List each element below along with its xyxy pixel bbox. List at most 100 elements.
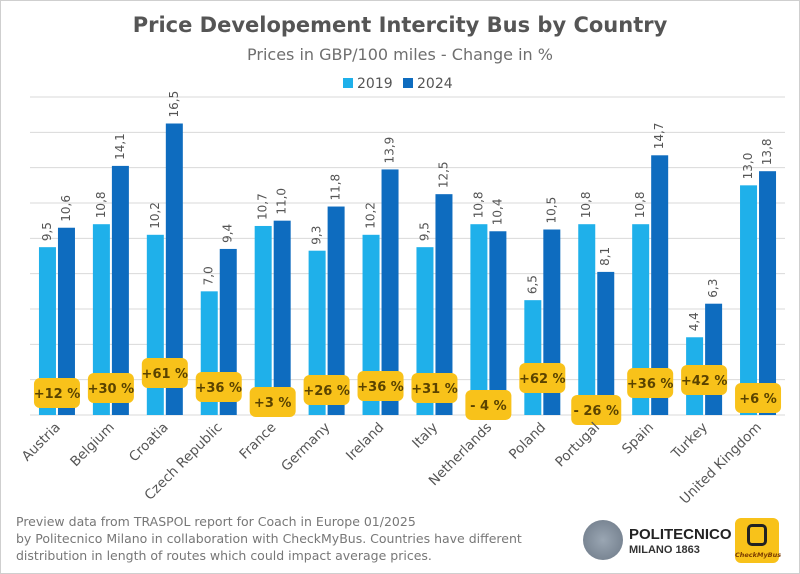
- data-label-2019: 9,5: [417, 222, 431, 241]
- change-badge-label: +42 %: [681, 374, 728, 389]
- x-tick-label: Germany: [278, 420, 333, 475]
- checkmybus-logo: CheckMyBus: [735, 518, 782, 563]
- change-badge-label: +36 %: [627, 377, 674, 392]
- bar-2024: [759, 171, 777, 415]
- change-badge-label: +6 %: [739, 392, 777, 407]
- change-badge-label: +12 %: [34, 387, 81, 402]
- politecnico-logo: POLITECNICO MILANO 1863: [583, 520, 732, 564]
- change-badge: [465, 390, 512, 420]
- data-label-2019: 4,4: [687, 312, 701, 331]
- bar-2024: [273, 220, 291, 415]
- data-label-2019: 7,0: [202, 266, 216, 285]
- change-badge: [357, 371, 404, 401]
- x-tick-label: France: [236, 420, 279, 463]
- change-badge-label: +62 %: [519, 372, 566, 387]
- bar-2024: [57, 227, 75, 415]
- change-badge-label: - 4 %: [470, 399, 507, 414]
- data-label-2019: 13,0: [741, 153, 755, 180]
- data-label-2019: 10,7: [256, 193, 270, 220]
- data-label-2024: 10,6: [59, 195, 73, 222]
- change-badge-label: +26 %: [303, 384, 350, 399]
- change-badge: [735, 383, 782, 413]
- data-label-2024: 14,1: [113, 133, 127, 160]
- data-label-2019: 9,3: [310, 226, 324, 245]
- data-label-2019: 10,8: [94, 191, 108, 218]
- data-label-2019: 10,8: [471, 191, 485, 218]
- x-tick-label: Spain: [619, 420, 657, 458]
- bar-2019: [578, 224, 596, 415]
- data-label-2024: 12,5: [436, 161, 450, 188]
- change-badge-label: +30 %: [88, 382, 135, 397]
- bar-2019: [254, 225, 272, 415]
- change-badge-label: +31 %: [411, 382, 458, 397]
- legend-label-2024: 2024: [417, 76, 453, 92]
- footer-line: Preview data from TRASPOL report for Coa…: [16, 514, 416, 529]
- bar-2024: [705, 303, 723, 415]
- change-badge: [87, 373, 134, 403]
- data-label-2024: 11,8: [329, 174, 343, 201]
- change-badge: [411, 373, 458, 403]
- bar-2024: [327, 206, 345, 415]
- legend-swatch-2024: [403, 78, 413, 88]
- data-label-2024: 13,8: [760, 138, 774, 165]
- footer-note: Preview data from TRASPOL report for Coa…: [16, 513, 576, 564]
- x-tick-label: Poland: [506, 420, 549, 463]
- data-label-2019: 10,2: [148, 202, 162, 229]
- change-badge: [303, 375, 350, 405]
- bar-2019: [632, 224, 650, 415]
- legend-swatch-2019: [343, 78, 353, 88]
- x-tick-label: Italy: [409, 420, 441, 452]
- data-label-2024: 8,1: [598, 247, 612, 266]
- data-label-2024: 9,4: [221, 224, 235, 243]
- bus-icon: [747, 524, 767, 546]
- checkmybus-name: CheckMyBus: [735, 551, 782, 559]
- data-label-2024: 16,5: [167, 91, 181, 118]
- data-label-2019: 9,5: [40, 222, 54, 241]
- change-badge-label: +36 %: [357, 380, 404, 395]
- legend-label-2019: 2019: [357, 76, 393, 92]
- bar-2019: [308, 250, 326, 415]
- change-badge: [519, 363, 566, 393]
- x-tick-label: Belgium: [67, 420, 117, 470]
- data-label-2024: 10,4: [490, 199, 504, 226]
- footer-line: distribution in length of routes which c…: [16, 548, 432, 563]
- legend: 2019 2024: [343, 76, 453, 92]
- change-badge: [571, 395, 622, 425]
- chart-title: Price Developement Intercity Bus by Coun…: [133, 13, 668, 37]
- x-tick-label: Turkey: [668, 420, 711, 463]
- data-label-2024: 10,5: [544, 197, 558, 224]
- bar-2019: [38, 247, 56, 415]
- change-badge: [681, 365, 728, 395]
- data-label-2024: 14,7: [652, 123, 666, 150]
- bar-2024: [165, 123, 183, 415]
- bar-2024: [381, 169, 399, 415]
- bar-2024: [597, 271, 615, 415]
- change-badge-label: +61 %: [142, 367, 189, 382]
- bar-2024: [435, 194, 453, 415]
- change-badge: [195, 372, 242, 402]
- bar-2019: [470, 224, 488, 415]
- x-tick-label: Croatia: [126, 420, 172, 466]
- x-tick-label: Austria: [19, 420, 64, 465]
- chart-subtitle: Prices in GBP/100 miles - Change in %: [247, 45, 553, 64]
- x-tick-label: Portugal: [552, 420, 603, 471]
- bar-2019: [740, 185, 758, 415]
- x-tick-label: Ireland: [343, 420, 387, 464]
- bar-2019: [92, 224, 110, 415]
- change-badge: [33, 378, 80, 408]
- data-label-2024: 11,0: [275, 188, 289, 215]
- bar-2024: [489, 231, 507, 415]
- politecnico-seal-icon: [583, 520, 623, 560]
- bar-2024: [111, 165, 129, 415]
- data-label-2019: 6,5: [525, 275, 539, 294]
- footer-line: by Politecnico Milano in collaboration w…: [16, 531, 522, 546]
- data-label-2024: 13,9: [383, 137, 397, 164]
- change-badge: [249, 387, 296, 417]
- bar-2019: [362, 234, 380, 415]
- change-badge-label: +36 %: [195, 381, 242, 396]
- data-label-2019: 10,8: [633, 191, 647, 218]
- politecnico-sub: MILANO 1863: [629, 544, 700, 556]
- change-badge-label: +3 %: [254, 396, 292, 411]
- politecnico-name: POLITECNICO: [629, 526, 732, 543]
